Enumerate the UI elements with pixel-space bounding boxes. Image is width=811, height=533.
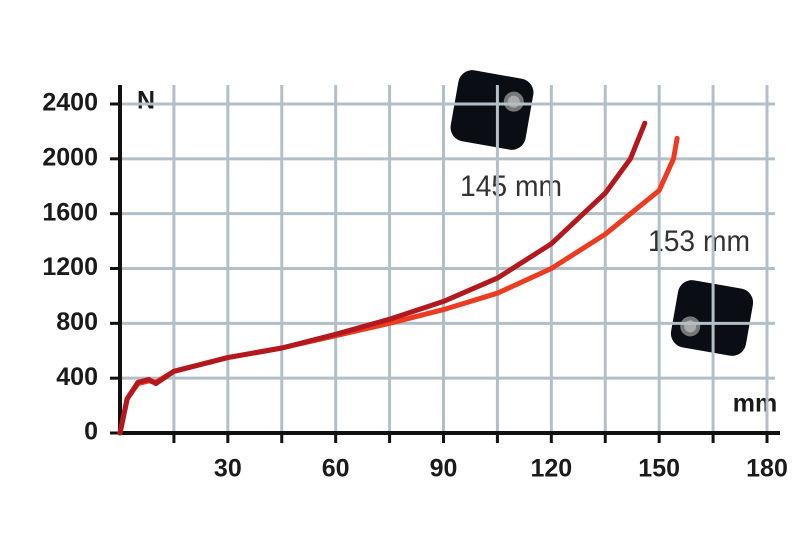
y-tick-label: 1600 bbox=[42, 198, 98, 226]
x-tick-label: 180 bbox=[746, 455, 788, 483]
x-tick-label: 120 bbox=[530, 455, 572, 483]
x-axis-label: mm bbox=[733, 390, 777, 418]
series-line bbox=[117, 120, 648, 436]
series-line bbox=[117, 135, 680, 436]
x-tick-label: 60 bbox=[322, 455, 350, 483]
y-tick-label: 400 bbox=[56, 363, 98, 391]
x-tick-label: 30 bbox=[214, 455, 242, 483]
x-tick-label: 150 bbox=[638, 455, 680, 483]
annotation: 153 mm bbox=[648, 225, 750, 258]
x-tick-label: 90 bbox=[430, 455, 458, 483]
y-tick-label: 1200 bbox=[42, 253, 98, 281]
y-tick-label: 0 bbox=[84, 418, 98, 446]
y-tick-label: 2400 bbox=[42, 89, 98, 117]
annotation: 145 mm bbox=[460, 170, 562, 203]
y-axis-label: N bbox=[137, 87, 155, 115]
y-tick-label: 2000 bbox=[42, 143, 98, 171]
y-tick-label: 800 bbox=[56, 308, 98, 336]
icon-top bbox=[450, 70, 534, 150]
